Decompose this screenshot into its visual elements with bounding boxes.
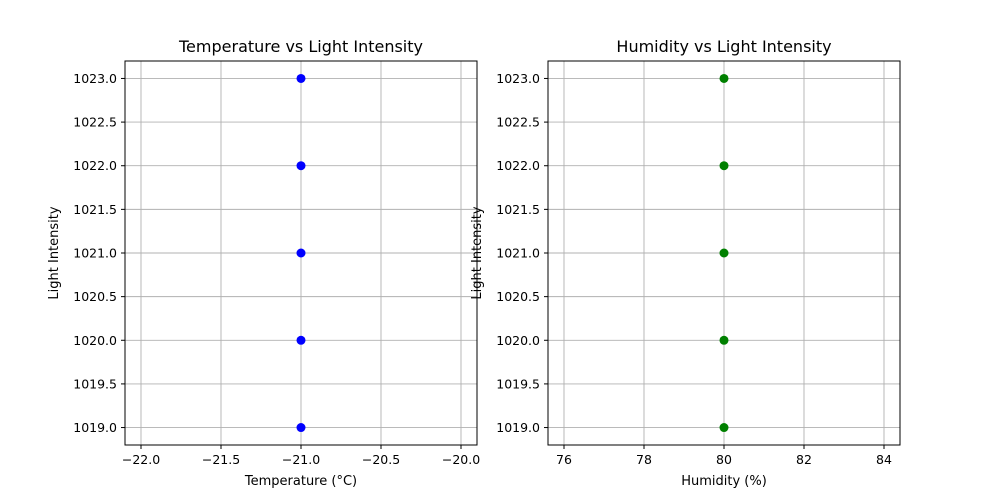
x-tick-label: 76 [556, 452, 572, 467]
y-tick-label: 1019.5 [496, 376, 540, 391]
y-tick-label: 1021.5 [73, 202, 117, 217]
temperature-data-point [296, 423, 306, 433]
y-tick-label: 1020.5 [496, 289, 540, 304]
temperature-chart-panel: −22.0 −21.5 −21.0 −20.5 −20.0 1019.0 1019.5 102… [47, 37, 480, 489]
y-tick-label: 1019.0 [73, 420, 117, 435]
temperature-data-point [296, 161, 306, 171]
y-tick-label: 1019.0 [496, 420, 540, 435]
humidity-data-point [719, 73, 729, 83]
y-axis-label: Light Intensity [47, 206, 62, 299]
y-tick-label: 1020.5 [73, 289, 117, 304]
x-tick-label: −22.0 [122, 452, 160, 467]
humidity-data-point [719, 161, 729, 171]
x-axis-label: Humidity (%) [681, 474, 767, 489]
y-tick-label: 1023.0 [496, 71, 540, 86]
x-tick-label: −21.0 [282, 452, 320, 467]
temperature-data-point [296, 73, 306, 83]
x-tick-label: 82 [796, 452, 812, 467]
humidity-data-point [719, 423, 729, 433]
y-tick-label: 1022.0 [73, 158, 117, 173]
x-tick-label: −20.0 [442, 452, 480, 467]
humidity-chart-title: Humidity vs Light Intensity [616, 37, 831, 56]
x-tick-label: 78 [636, 452, 652, 467]
y-tick-label: 1021.0 [496, 246, 540, 261]
y-tick-label: 1022.0 [496, 158, 540, 173]
y-axis-label: Light Intensity [470, 206, 485, 299]
y-tick-label: 1023.0 [73, 71, 117, 86]
temperature-data-point [296, 248, 306, 258]
y-tick-label: 1020.0 [496, 333, 540, 348]
y-tick-label: 1022.5 [496, 115, 540, 130]
y-tick-label: 1020.0 [73, 333, 117, 348]
humidity-data-point [719, 248, 729, 258]
x-axis-label: Temperature (°C) [244, 474, 357, 489]
x-tick-label: −21.5 [202, 452, 240, 467]
x-tick-label: −20.5 [362, 452, 400, 467]
y-tick-label: 1021.0 [73, 246, 117, 261]
x-tick-label: 84 [876, 452, 892, 467]
temperature-data-point [296, 335, 306, 345]
y-tick-label: 1021.5 [496, 202, 540, 217]
temperature-chart-title: Temperature vs Light Intensity [178, 37, 423, 56]
y-tick-label: 1022.5 [73, 115, 117, 130]
x-tick-label: 80 [716, 452, 732, 467]
humidity-chart-panel: 76 78 80 82 84 1019.0 1019.5 1020.0 1020.5 1021.0… [470, 37, 901, 489]
humidity-data-point [719, 335, 729, 345]
y-tick-label: 1019.5 [73, 376, 117, 391]
